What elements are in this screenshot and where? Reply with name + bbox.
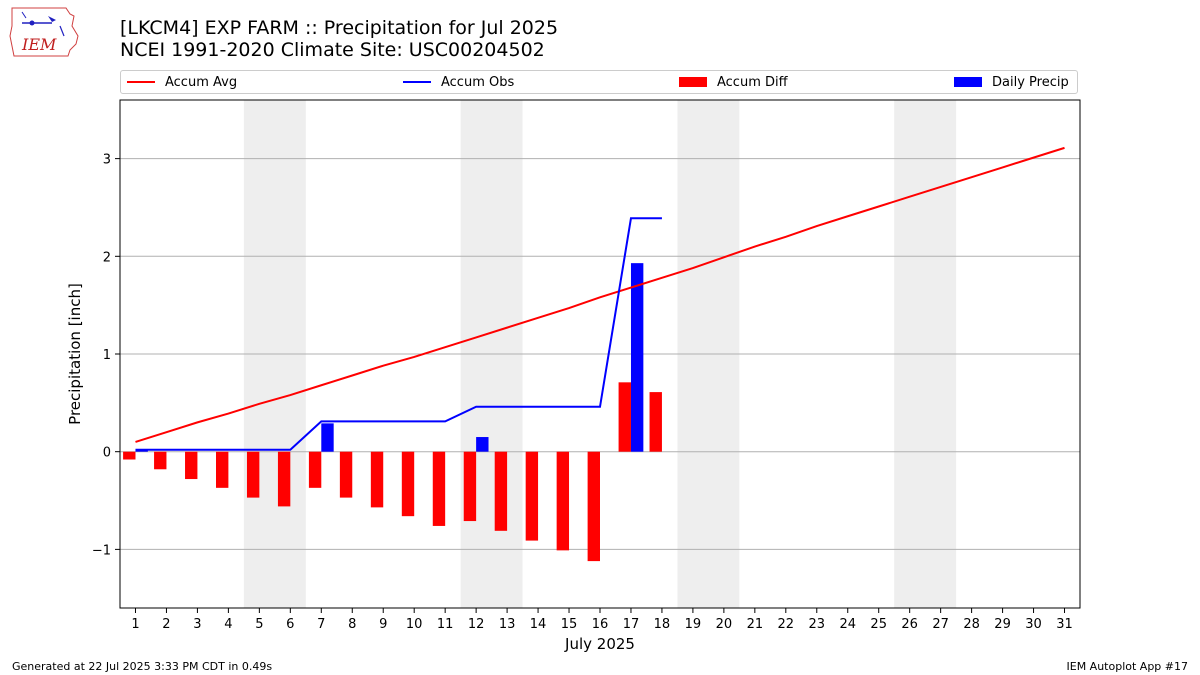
accum-diff-bar <box>185 451 198 480</box>
x-tick-label: 22 <box>778 617 795 632</box>
footer-app: IEM Autoplot App #17 <box>1066 660 1189 673</box>
legend-label: Accum Avg <box>165 74 238 90</box>
legend-label: Accum Diff <box>717 74 788 90</box>
x-tick-label: 3 <box>193 617 201 632</box>
x-tick-label: 4 <box>224 617 232 632</box>
accum-diff-bar <box>246 451 260 498</box>
accum-diff-bar <box>587 451 600 562</box>
accum-diff-bar <box>556 451 570 551</box>
legend-item-daily-precip: Daily Precip <box>954 71 1069 93</box>
x-tick-label: 11 <box>437 617 454 632</box>
y-axis-label: Precipitation [inch] <box>66 283 84 425</box>
x-tick-label: 29 <box>994 617 1011 632</box>
accum-diff-bar <box>649 392 662 452</box>
x-tick-label: 30 <box>1025 617 1042 632</box>
accum-diff-bar <box>308 451 322 488</box>
chart-title: [LKCM4] EXP FARM :: Precipitation for Ju… <box>120 17 559 39</box>
y-tick-label: 1 <box>103 348 111 363</box>
x-tick-label: 2 <box>162 617 170 632</box>
chart-subtitle: NCEI 1991-2020 Climate Site: USC00204502 <box>120 39 545 61</box>
x-tick-label: 27 <box>932 617 949 632</box>
legend-item-accum-avg: Accum Avg <box>127 71 237 93</box>
x-tick-label: 14 <box>530 617 547 632</box>
x-tick-label: 31 <box>1056 617 1073 632</box>
x-tick-label: 19 <box>685 617 702 632</box>
y-tick-label: 2 <box>103 250 111 265</box>
x-tick-label: 15 <box>561 617 578 632</box>
x-tick-label: 12 <box>468 617 485 632</box>
logo-text: IEM <box>21 35 57 54</box>
accum-diff-bar <box>277 451 291 507</box>
series-lines <box>135 146 1065 451</box>
x-tick-label: 10 <box>406 617 423 632</box>
y-ticks: −1 0 1 2 3 <box>92 153 120 558</box>
x-tick-label: 24 <box>839 617 856 632</box>
accum-obs-line <box>135 217 662 451</box>
daily-precip-bar <box>476 437 489 452</box>
accum-avg-line <box>135 146 1065 443</box>
legend-label: Accum Obs <box>441 74 515 90</box>
accum-diff-bar <box>432 451 446 526</box>
accum-diff-bar <box>216 451 229 488</box>
x-tick-label: 6 <box>286 617 294 632</box>
legend-item-accum-diff: Accum Diff <box>679 71 788 93</box>
accum-diff-bar <box>463 451 477 522</box>
x-tick-label: 21 <box>747 617 764 632</box>
x-tick-label: 5 <box>255 617 263 632</box>
x-tick-label: 20 <box>716 617 733 632</box>
legend-swatch <box>679 77 707 87</box>
legend-item-accum-obs: Accum Obs <box>403 71 514 93</box>
accum-diff-bar <box>618 382 631 452</box>
x-tick-label: 9 <box>379 617 387 632</box>
legend-swatch <box>954 77 982 87</box>
iem-logo: IEM <box>9 7 79 57</box>
accum-diff-bar <box>123 451 136 460</box>
grid-lines <box>120 158 1080 550</box>
daily-precip-bar <box>630 263 644 452</box>
x-tick-label: 18 <box>654 617 671 632</box>
x-tick-label: 1 <box>131 617 139 632</box>
y-tick-label: 3 <box>103 153 111 168</box>
legend-label: Daily Precip <box>992 74 1069 90</box>
x-tick-label: 17 <box>623 617 640 632</box>
footer-generated: Generated at 22 Jul 2025 3:33 PM CDT in … <box>12 660 273 673</box>
accum-diff-bar <box>370 451 384 508</box>
x-tick-label: 28 <box>963 617 980 632</box>
accum-diff-bar <box>154 451 167 470</box>
x-tick-label: 16 <box>592 617 609 632</box>
legend: Accum Avg Accum Obs Accum Diff Daily Pre… <box>120 70 1078 94</box>
accum-diff-bar <box>339 451 353 498</box>
accum-diff-bar <box>525 451 539 541</box>
daily-precip-bar <box>321 423 334 452</box>
x-tick-label: 23 <box>809 617 826 632</box>
x-tick-label: 13 <box>499 617 516 632</box>
x-tick-label: 25 <box>870 617 887 632</box>
x-tick-label: 8 <box>348 617 356 632</box>
y-tick-label: 0 <box>103 446 111 461</box>
x-tick-label: 7 <box>317 617 325 632</box>
x-ticks: 1 2 3 4 5 6 7 8 9 10 11 12 13 14 15 16 17 18 19 20 21 22 23 24 2… <box>131 608 1073 632</box>
legend-swatch <box>127 81 155 83</box>
y-tick-label: −1 <box>92 543 111 558</box>
x-tick-label: 26 <box>901 617 918 632</box>
x-axis-label: July 2025 <box>564 635 635 653</box>
accum-diff-bar <box>401 451 415 517</box>
accum-diff-bar <box>494 451 508 531</box>
bars <box>123 263 662 562</box>
legend-swatch <box>403 81 431 83</box>
